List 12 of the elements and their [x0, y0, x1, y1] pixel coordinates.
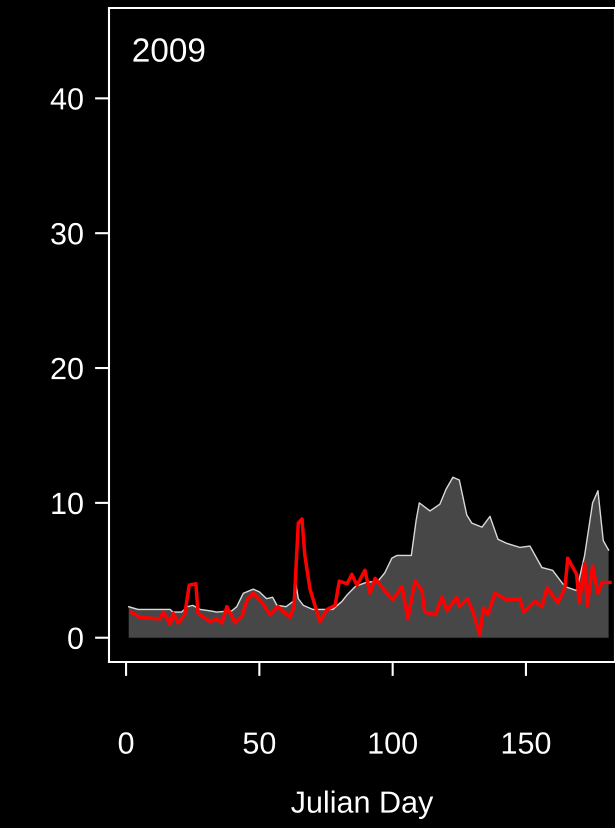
x-tick-label: 150	[502, 732, 550, 754]
x-tick-label: 50	[244, 732, 276, 754]
y-tick-label: 0	[68, 627, 83, 650]
line-series	[130, 517, 612, 637]
x-axis-title: Julian Day	[291, 790, 434, 819]
y-tick-label: 20	[52, 358, 83, 380]
x-tick-label: 0	[118, 732, 134, 754]
annotation: 2009	[133, 38, 204, 62]
y-tick-label: 30	[51, 222, 83, 245]
y-tick-label: 10	[52, 492, 83, 514]
y-tick-label: 40	[50, 88, 83, 110]
x-tick-label: 100	[370, 732, 417, 754]
